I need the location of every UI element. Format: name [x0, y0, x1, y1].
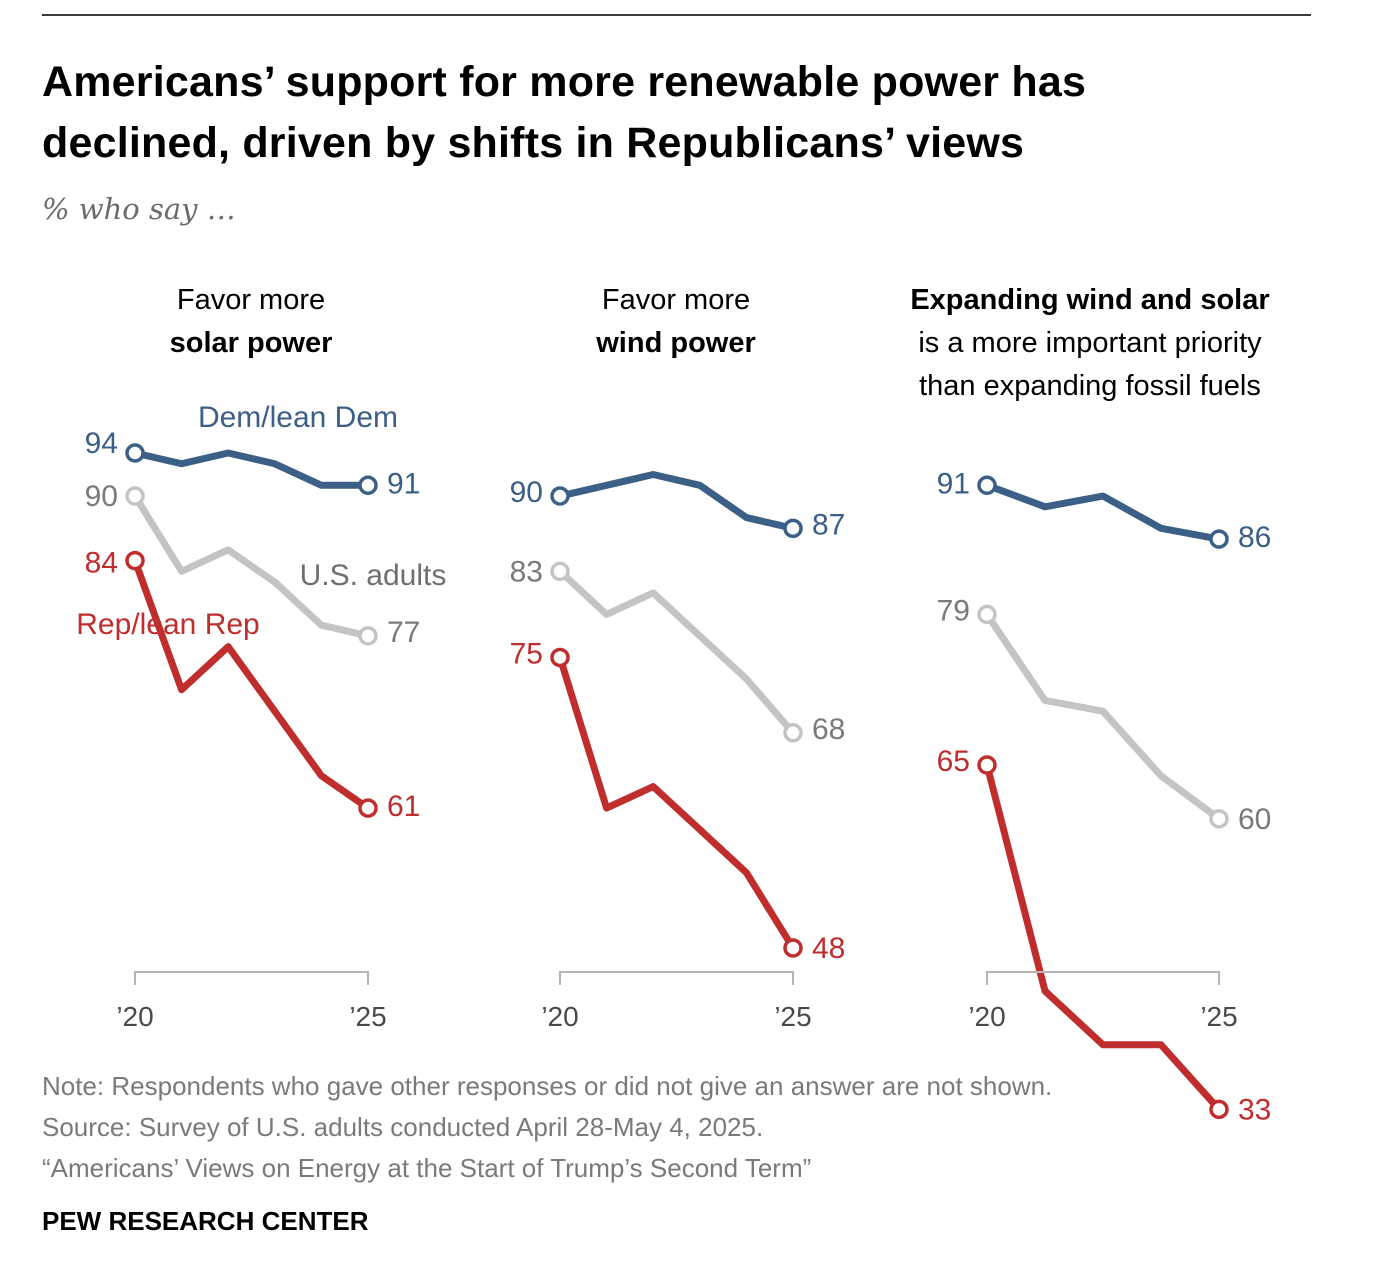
x-tick-label: ’20 — [541, 1001, 578, 1032]
start-point-marker — [550, 486, 570, 506]
panel-header-line: is a more important priority — [918, 327, 1262, 359]
panel-header-line: Expanding wind and solar — [910, 284, 1269, 316]
panel-header-line: Favor more — [177, 284, 325, 316]
series-name-label: U.S. adults — [300, 559, 447, 592]
panel-2: Favor more wind power 90 87 83 68 75 48 ’20 ’25 — [510, 284, 846, 1032]
start-point-marker — [550, 561, 570, 582]
series-line — [983, 610, 1223, 823]
chart-title: Americans’ support for more renewable po… — [42, 52, 1332, 174]
series-name-label: Dem/lean Dem — [198, 401, 398, 434]
panel-header-line: wind power — [595, 327, 756, 359]
start-value-label: 83 — [510, 555, 543, 588]
series-line — [131, 492, 372, 640]
chart-subtitle: % who say … — [42, 192, 236, 226]
end-value-label: 91 — [387, 467, 420, 500]
x-tick-label: ’20 — [968, 1001, 1005, 1032]
start-point-marker — [550, 647, 570, 668]
panel-3: Expanding wind and solar is a more import… — [910, 284, 1271, 1126]
series-line — [131, 449, 372, 489]
end-value-label: 68 — [812, 713, 845, 746]
x-tick-label: ’25 — [774, 1001, 811, 1032]
end-point-marker — [783, 518, 803, 539]
start-value-label: 84 — [85, 547, 118, 580]
series-line — [556, 567, 797, 737]
end-point-marker — [783, 723, 803, 743]
end-value-label: 77 — [387, 616, 420, 649]
series-name-label: Rep/lean Rep — [76, 608, 259, 641]
series-line — [983, 481, 1223, 543]
x-tick-label: ’25 — [1200, 1001, 1237, 1032]
x-tick-label: ’25 — [349, 1001, 386, 1032]
start-point-marker — [125, 443, 145, 463]
end-value-label: 48 — [812, 932, 845, 965]
series-line — [131, 557, 372, 812]
series-line — [556, 653, 797, 952]
panel-header-line: solar power — [170, 327, 333, 359]
start-point-marker — [125, 486, 145, 506]
start-point-marker — [125, 550, 145, 571]
start-value-label: 79 — [937, 594, 970, 627]
series-line — [556, 471, 797, 532]
note-block: Note: Respondents who gave other respons… — [42, 1066, 1052, 1189]
panel-header-line: Favor more — [602, 284, 750, 316]
start-value-label: 90 — [510, 476, 543, 509]
brand-logo-text: PEW RESEARCH CENTER — [42, 1206, 369, 1236]
start-value-label: 94 — [85, 427, 118, 460]
panel-header-line: than expanding fossil fuels — [919, 370, 1261, 402]
end-point-marker — [358, 475, 378, 496]
start-value-label: 75 — [510, 637, 543, 670]
x-axis-bracket — [559, 971, 794, 985]
end-point-marker — [783, 938, 803, 958]
end-point-marker — [1209, 809, 1229, 829]
end-value-label: 86 — [1238, 521, 1271, 554]
start-point-marker — [977, 755, 997, 775]
title-line-2: declined, driven by shifts in Republican… — [42, 119, 1025, 167]
panel-1: Favor more solar power 94 91 90 77 84 61 ’20 ’25 — [85, 284, 421, 1032]
x-tick-label: ’20 — [116, 1001, 153, 1032]
end-value-label: 87 — [812, 508, 845, 541]
series-line — [983, 761, 1223, 1113]
start-point-marker — [977, 475, 997, 496]
source-line: Source: Survey of U.S. adults conducted … — [42, 1112, 764, 1142]
end-point-marker — [1209, 1099, 1229, 1120]
x-axis-bracket — [134, 971, 369, 985]
top-rule — [42, 14, 1311, 16]
start-value-label: 90 — [85, 480, 118, 513]
end-value-label: 61 — [387, 790, 420, 823]
end-point-marker — [358, 626, 378, 646]
end-value-label: 33 — [1238, 1093, 1271, 1126]
note-line: Note: Respondents who gave other respons… — [42, 1071, 1053, 1101]
x-axis-bracket — [986, 971, 1220, 985]
start-point-marker — [977, 604, 997, 625]
title-line-1: Americans’ support for more renewable po… — [42, 58, 1087, 106]
end-value-label: 60 — [1238, 803, 1271, 836]
end-point-marker — [358, 798, 378, 818]
report-title-line: “Americans’ Views on Energy at the Start… — [42, 1153, 812, 1183]
start-value-label: 65 — [937, 745, 970, 778]
start-value-label: 91 — [937, 467, 970, 500]
end-point-marker — [1209, 529, 1229, 549]
